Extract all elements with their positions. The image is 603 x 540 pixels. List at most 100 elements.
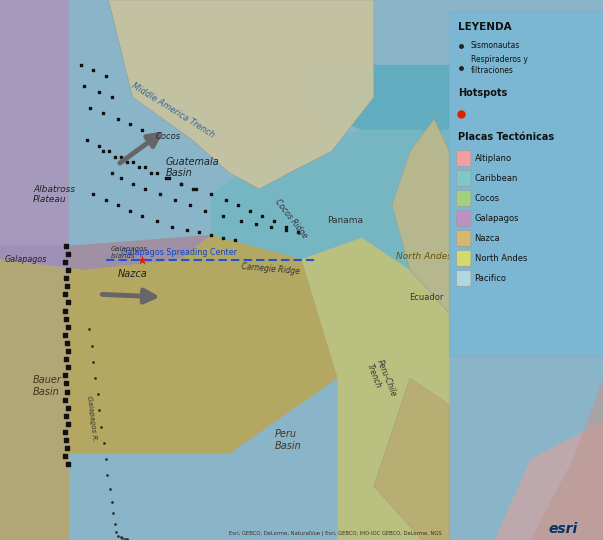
Point — [140, 163, 150, 172]
Point — [112, 528, 121, 536]
Polygon shape — [531, 378, 603, 540]
FancyBboxPatch shape — [456, 251, 471, 266]
Point — [137, 125, 147, 134]
Point — [77, 60, 86, 69]
Point — [218, 212, 228, 220]
Polygon shape — [0, 235, 338, 540]
Point — [83, 136, 92, 145]
Point — [128, 179, 137, 188]
Point — [125, 120, 134, 129]
Text: Altiplano: Altiplano — [475, 154, 512, 163]
Text: Cocos Ridge: Cocos Ridge — [273, 197, 309, 240]
Point — [200, 206, 210, 215]
Polygon shape — [109, 0, 374, 189]
Point — [62, 282, 72, 291]
Point — [63, 347, 73, 355]
Point — [95, 141, 104, 150]
Text: Panama: Panama — [327, 216, 363, 225]
Point — [60, 330, 70, 339]
Point — [99, 438, 109, 447]
Point — [113, 201, 122, 210]
Point — [84, 325, 94, 334]
Point — [282, 225, 291, 234]
Point — [191, 185, 201, 193]
Point — [63, 363, 72, 372]
Text: esri: esri — [548, 522, 578, 536]
Point — [107, 498, 116, 507]
Point — [107, 168, 116, 177]
Point — [63, 266, 73, 274]
Point — [170, 195, 180, 204]
Text: Ecuador: Ecuador — [409, 293, 443, 301]
Point — [113, 114, 122, 123]
Point — [110, 152, 119, 161]
Point — [62, 339, 72, 347]
Text: Cocos: Cocos — [156, 132, 181, 140]
Point — [176, 179, 186, 188]
Point — [101, 71, 110, 80]
Text: Galapagos Spreading Center: Galapagos Spreading Center — [121, 248, 236, 257]
Point — [101, 455, 110, 463]
Polygon shape — [374, 378, 449, 540]
Point — [63, 322, 72, 331]
Point — [60, 371, 69, 380]
Point — [89, 190, 98, 199]
FancyBboxPatch shape — [456, 191, 471, 206]
FancyBboxPatch shape — [449, 11, 603, 356]
Point — [60, 395, 70, 404]
Point — [87, 341, 96, 350]
Point — [63, 403, 73, 412]
Point — [61, 355, 71, 363]
Text: North Andes: North Andes — [396, 252, 452, 261]
Point — [164, 174, 174, 183]
Point — [61, 411, 71, 420]
Polygon shape — [392, 119, 449, 313]
Point — [128, 158, 137, 166]
Text: Pacifico: Pacifico — [475, 274, 507, 282]
Point — [103, 471, 112, 480]
Text: Hotspots: Hotspots — [458, 89, 507, 98]
Point — [80, 82, 89, 91]
FancyBboxPatch shape — [456, 151, 471, 166]
Point — [194, 228, 204, 237]
Point — [152, 168, 162, 177]
Point — [63, 460, 73, 469]
Text: Galapagos: Galapagos — [5, 255, 47, 264]
Point — [60, 428, 69, 436]
Point — [105, 484, 115, 493]
Text: Carnegie Ridge: Carnegie Ridge — [241, 262, 300, 276]
Point — [167, 222, 177, 231]
Point — [134, 163, 144, 172]
Point — [95, 406, 104, 415]
Point — [113, 531, 123, 540]
Point — [61, 274, 71, 282]
Point — [188, 185, 198, 193]
Point — [116, 174, 125, 183]
Text: Galapagos
Islands: Galapagos Islands — [110, 246, 147, 259]
Point — [60, 258, 70, 266]
Point — [60, 290, 69, 299]
Point — [230, 236, 240, 245]
Text: Peru-Chile
Trench: Peru-Chile Trench — [365, 359, 397, 403]
Point — [122, 535, 131, 540]
FancyBboxPatch shape — [456, 271, 471, 286]
Point — [62, 241, 71, 250]
Polygon shape — [211, 130, 449, 313]
Polygon shape — [0, 0, 69, 540]
Point — [251, 220, 261, 228]
FancyBboxPatch shape — [456, 171, 471, 186]
Point — [89, 357, 98, 366]
Point — [146, 168, 156, 177]
FancyBboxPatch shape — [456, 231, 471, 246]
Point — [116, 152, 125, 161]
Text: LEYENDA: LEYENDA — [458, 22, 511, 32]
Point — [62, 436, 71, 444]
Point — [282, 222, 291, 231]
Text: Peru
Basin: Peru Basin — [274, 429, 301, 451]
Point — [125, 206, 134, 215]
Text: Galapagos R.: Galapagos R. — [86, 395, 97, 442]
Point — [110, 519, 119, 528]
Point — [155, 190, 165, 199]
Text: Respiraderos y
filtraciones: Respiraderos y filtraciones — [471, 55, 528, 75]
Point — [98, 109, 107, 118]
